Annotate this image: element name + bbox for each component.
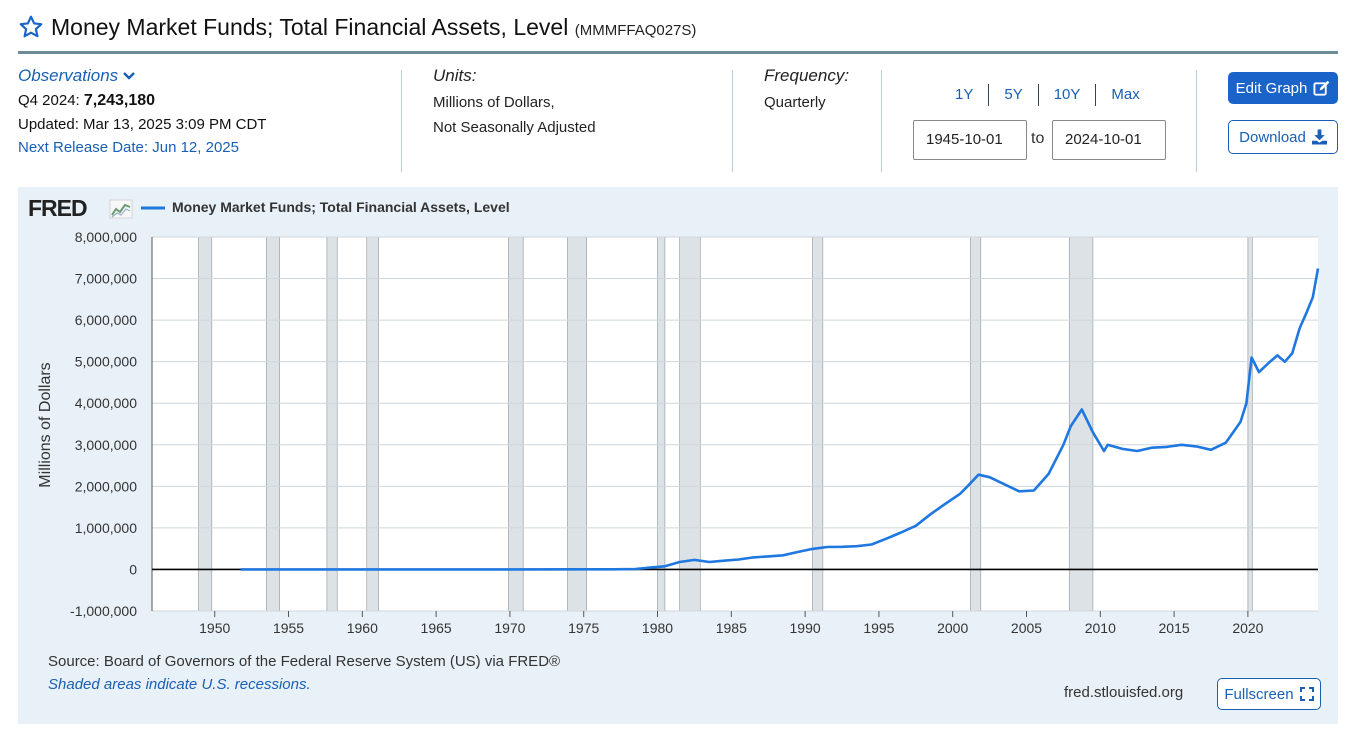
series-meta: Observations Q4 2024: 7,243,180 Updated:…	[18, 66, 1338, 176]
units-label: Units:	[433, 66, 477, 85]
latest-observation: Q4 2024: 7,243,180	[18, 92, 398, 110]
y-axis-ticks: -1,000,000 0 1,000,000 2,000,000 3,000,000 4,…	[70, 229, 137, 619]
divider	[1196, 70, 1197, 172]
y-tick-label: -1,000,000	[70, 603, 137, 619]
fred-graph-icon	[109, 199, 133, 219]
divider	[732, 70, 733, 172]
x-axis-ticks: 1950 1955 1960 1965 1970 1975 1980 1985 1990 1995…	[199, 611, 1264, 636]
y-tick-label: 6,000,000	[75, 312, 137, 328]
x-tick-label: 1955	[273, 620, 304, 636]
observations-label: Observations	[18, 66, 119, 85]
y-axis-label: Millions of Dollars	[37, 362, 54, 487]
fred-logo-text: FRED	[28, 195, 87, 221]
recession-shading	[198, 236, 1253, 612]
download-icon	[1311, 129, 1327, 145]
end-date-input[interactable]: 2024-10-01	[1052, 120, 1166, 160]
y-tick-label: 8,000,000	[75, 229, 137, 245]
series-title: Money Market Funds; Total Financial Asse…	[51, 14, 569, 40]
x-tick-label: 1990	[790, 620, 821, 636]
updated-text: Updated: Mar 13, 2025 3:09 PM CDT	[18, 116, 267, 133]
frequency-label: Frequency:	[764, 66, 850, 85]
edit-icon	[1313, 80, 1330, 96]
y-tick-label: 3,000,000	[75, 437, 137, 453]
fullscreen-button[interactable]: Fullscreen	[1217, 678, 1321, 710]
plot-area	[152, 237, 1318, 611]
chevron-down-icon	[123, 72, 136, 80]
x-tick-label: 2010	[1085, 620, 1116, 636]
recession-band	[366, 236, 379, 612]
series-id: (MMMFFAQ027S)	[574, 22, 697, 39]
start-date-input[interactable]: 1945-10-01	[913, 120, 1027, 160]
divider	[401, 70, 402, 172]
recession-band	[567, 236, 588, 612]
divider	[881, 70, 882, 172]
y-tick-label: 0	[129, 561, 137, 577]
recession-band	[657, 236, 666, 612]
page-header: Money Market Funds; Total Financial Asse…	[18, 10, 1338, 54]
next-release-link[interactable]: Next Release Date: Jun 12, 2025	[18, 139, 239, 156]
recession-band	[326, 236, 338, 612]
recession-band	[266, 236, 281, 612]
range-10y-button[interactable]: 10Y	[1039, 84, 1097, 106]
x-tick-label: 1980	[642, 620, 673, 636]
recession-band	[679, 236, 701, 612]
units-line-2: Not Seasonally Adjusted	[433, 119, 596, 136]
y-tick-label: 5,000,000	[75, 354, 137, 370]
y-tick-label: 7,000,000	[75, 271, 137, 287]
chart-panel: -1,000,000 0 1,000,000 2,000,000 3,000,000 4,…	[18, 187, 1338, 724]
legend-label: Money Market Funds; Total Financial Asse…	[172, 199, 510, 215]
range-1y-button[interactable]: 1Y	[940, 84, 990, 106]
observations-block: Observations Q4 2024: 7,243,180 Updated:…	[18, 66, 398, 174]
observations-dropdown[interactable]: Observations	[18, 66, 136, 86]
x-tick-label: 2015	[1159, 620, 1190, 636]
recession-band	[198, 236, 213, 612]
x-tick-label: 1965	[421, 620, 452, 636]
to-label: to	[1031, 130, 1045, 147]
y-tick-label: 2,000,000	[75, 478, 137, 494]
edit-graph-button[interactable]: Edit Graph	[1228, 72, 1338, 104]
observation-value: 7,243,180	[83, 92, 156, 109]
x-tick-label: 1960	[347, 620, 378, 636]
recession-band	[970, 236, 982, 612]
x-tick-label: 2005	[1011, 620, 1042, 636]
range-5y-button[interactable]: 5Y	[989, 84, 1039, 106]
range-max-button[interactable]: Max	[1111, 86, 1140, 103]
page-title: Money Market Funds; Total Financial Asse…	[51, 14, 696, 41]
download-label: Download	[1239, 128, 1306, 146]
x-tick-label: 2000	[937, 620, 968, 636]
x-tick-label: 1995	[863, 620, 894, 636]
recession-band	[508, 236, 524, 612]
x-tick-label: 1970	[494, 620, 525, 636]
source-text: Source: Board of Governors of the Federa…	[48, 653, 561, 670]
x-tick-label: 1985	[716, 620, 747, 636]
units-line-1: Millions of Dollars,	[433, 94, 555, 111]
fullscreen-label: Fullscreen	[1224, 685, 1294, 703]
fred-logo[interactable]: FRED	[28, 195, 133, 221]
x-tick-label: 1975	[568, 620, 599, 636]
series-line	[240, 268, 1320, 571]
fullscreen-icon	[1299, 687, 1314, 701]
download-button[interactable]: Download	[1228, 120, 1338, 154]
legend: Money Market Funds; Total Financial Asse…	[141, 199, 510, 215]
x-tick-label: 2020	[1232, 620, 1263, 636]
observation-period: Q4 2024:	[18, 92, 80, 109]
fred-url: fred.stlouisfed.org	[1064, 684, 1184, 701]
frequency-block: Frequency: Quarterly	[764, 66, 884, 174]
star-icon[interactable]	[18, 14, 44, 40]
edit-graph-label: Edit Graph	[1235, 79, 1308, 97]
recession-band	[1247, 236, 1253, 612]
y-tick-label: 4,000,000	[75, 395, 137, 411]
x-tick-label: 1950	[199, 620, 230, 636]
units-block: Units: Millions of Dollars, Not Seasonal…	[433, 66, 733, 174]
line-chart[interactable]: -1,000,000 0 1,000,000 2,000,000 3,000,000 4,…	[18, 187, 1338, 724]
recession-band	[812, 236, 824, 612]
recession-note-link[interactable]: Shaded areas indicate U.S. recessions.	[48, 676, 311, 693]
y-tick-label: 1,000,000	[75, 520, 137, 536]
frequency-value: Quarterly	[764, 94, 826, 111]
date-range-buttons: 1Y 5Y 10Y Max	[940, 84, 1155, 106]
